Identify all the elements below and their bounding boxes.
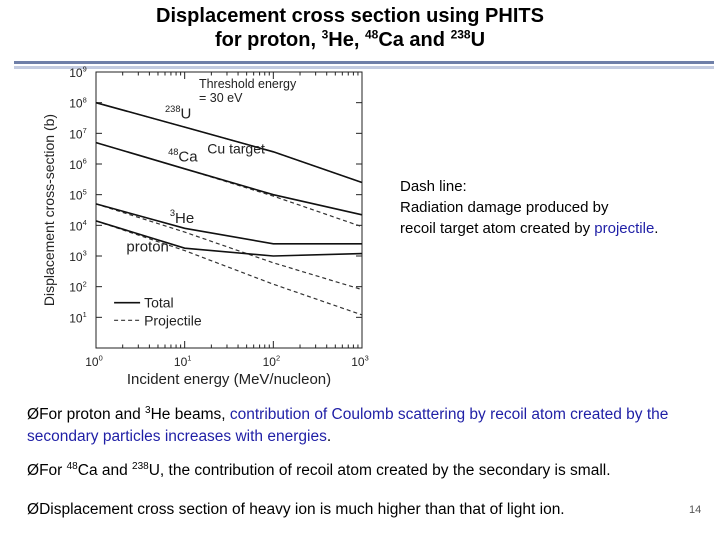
note-line-1: Dash line: <box>400 178 467 195</box>
note-line-3: recoil target atom created by projectile… <box>400 220 659 237</box>
y-tick-label: 106 <box>69 157 87 172</box>
total-curve-proton <box>95 220 363 257</box>
title-line-2: for proton, 3He, 48Ca and 238U <box>214 27 486 51</box>
legend-projectile-label: Projectile <box>144 312 202 328</box>
y-tick-label: 108 <box>69 95 87 110</box>
dash-line-note: Dash line: Radiation damage produced by … <box>400 176 720 239</box>
projectile-curve-48ca <box>95 142 363 228</box>
y-tick-label: 101 <box>69 310 87 325</box>
x-tick-label: 101 <box>174 354 192 369</box>
slide-title: Displacement cross section using PHITS f… <box>0 4 700 52</box>
x-axis-label: Incident energy (MeV/nucleon) <box>127 371 331 388</box>
bullet-marker: Ø <box>27 501 40 518</box>
title-line-1: Displacement cross section using PHITS <box>156 5 544 27</box>
page-number: 14 <box>689 504 702 516</box>
bullet-marker: Ø <box>27 462 40 479</box>
plot-frame <box>95 71 363 349</box>
note-line-2: Radiation damage produced by <box>400 199 609 216</box>
x-tick-label: 100 <box>85 354 103 369</box>
series-label-proton: proton <box>126 239 169 256</box>
cross-section-chart: 100 101 102 103 101 102 103 104 105 106 107 108 109 I… <box>41 65 369 388</box>
projectile-curve-3he <box>95 203 363 291</box>
total-curve-238u <box>95 101 363 184</box>
y-tick-label: 109 <box>69 65 87 80</box>
title-rule-dark <box>14 61 714 64</box>
y-axis-label: Displacement cross-section (b) <box>41 114 57 306</box>
bullet-proton-he: ØFor proton and 3He beams, contribution … <box>27 404 669 445</box>
threshold-annotation-value: = 30 eV <box>199 91 243 105</box>
threshold-annotation: Threshold energy <box>199 77 297 91</box>
series-label-3he: 3He <box>170 208 194 227</box>
y-tick-label: 103 <box>69 249 87 264</box>
y-tick-label: 104 <box>69 218 87 233</box>
bullet-heavy-ion: ØDisplacement cross section of heavy ion… <box>27 501 565 518</box>
total-curve-3he <box>95 203 362 245</box>
legend-total-label: Total <box>144 295 174 311</box>
y-tick-label: 107 <box>69 126 87 141</box>
y-tick-label: 102 <box>69 279 87 294</box>
series-label-48ca: 48Ca <box>168 147 198 166</box>
x-tick-label: 102 <box>263 354 281 369</box>
series-label-238u: 238U <box>165 104 191 123</box>
projectile-curve-proton <box>95 220 363 316</box>
title-rule-light <box>14 66 714 69</box>
y-tick-label: 105 <box>69 187 87 202</box>
target-annotation: Cu target <box>207 140 265 156</box>
total-curve-48ca <box>95 141 363 216</box>
bullet-ca-u: ØFor 48Ca and 238U, the contribution of … <box>27 460 611 479</box>
bullet-marker: Ø <box>27 406 40 423</box>
x-tick-label: 103 <box>351 354 369 369</box>
